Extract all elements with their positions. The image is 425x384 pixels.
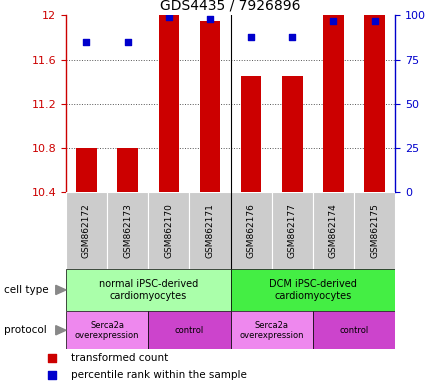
Point bbox=[165, 14, 172, 20]
Point bbox=[48, 372, 55, 379]
Bar bbox=[148, 311, 230, 349]
Point bbox=[330, 18, 337, 24]
Bar bbox=[66, 311, 148, 349]
Bar bbox=[159, 15, 179, 192]
Point bbox=[289, 33, 296, 40]
Bar bbox=[241, 76, 261, 192]
Text: control: control bbox=[340, 326, 369, 335]
Bar bbox=[313, 311, 395, 349]
Bar bbox=[66, 192, 107, 269]
Point bbox=[371, 18, 378, 24]
Bar bbox=[117, 148, 138, 192]
Bar bbox=[190, 192, 230, 269]
Point bbox=[207, 16, 213, 22]
Bar bbox=[354, 192, 395, 269]
Bar bbox=[66, 269, 230, 311]
Bar bbox=[200, 21, 220, 192]
Point bbox=[83, 39, 90, 45]
Text: GSM862171: GSM862171 bbox=[205, 203, 215, 258]
Polygon shape bbox=[56, 326, 66, 335]
Polygon shape bbox=[56, 285, 66, 295]
Text: GSM862176: GSM862176 bbox=[246, 203, 256, 258]
Text: GSM862170: GSM862170 bbox=[164, 203, 173, 258]
Text: GSM862175: GSM862175 bbox=[370, 203, 379, 258]
Bar bbox=[282, 76, 303, 192]
Bar bbox=[272, 192, 313, 269]
Text: control: control bbox=[175, 326, 204, 335]
Bar bbox=[76, 148, 97, 192]
Point bbox=[124, 39, 131, 45]
Bar bbox=[364, 15, 385, 192]
Title: GDS4435 / 7926896: GDS4435 / 7926896 bbox=[160, 0, 301, 13]
Bar bbox=[323, 15, 344, 192]
Bar bbox=[230, 269, 395, 311]
Text: GSM862177: GSM862177 bbox=[288, 203, 297, 258]
Text: GSM862173: GSM862173 bbox=[123, 203, 132, 258]
Bar bbox=[230, 311, 313, 349]
Bar bbox=[148, 192, 190, 269]
Text: GSM862172: GSM862172 bbox=[82, 203, 91, 258]
Text: DCM iPSC-derived
cardiomyocytes: DCM iPSC-derived cardiomyocytes bbox=[269, 279, 357, 301]
Text: transformed count: transformed count bbox=[71, 353, 168, 363]
Text: GSM862174: GSM862174 bbox=[329, 203, 338, 258]
Bar bbox=[107, 192, 148, 269]
Bar bbox=[313, 192, 354, 269]
Point bbox=[48, 355, 55, 361]
Text: normal iPSC-derived
cardiomyocytes: normal iPSC-derived cardiomyocytes bbox=[99, 279, 198, 301]
Text: Serca2a
overexpression: Serca2a overexpression bbox=[239, 321, 304, 340]
Bar bbox=[230, 192, 272, 269]
Text: percentile rank within the sample: percentile rank within the sample bbox=[71, 370, 246, 381]
Text: cell type: cell type bbox=[4, 285, 49, 295]
Point bbox=[248, 33, 255, 40]
Text: Serca2a
overexpression: Serca2a overexpression bbox=[75, 321, 139, 340]
Text: protocol: protocol bbox=[4, 325, 47, 335]
